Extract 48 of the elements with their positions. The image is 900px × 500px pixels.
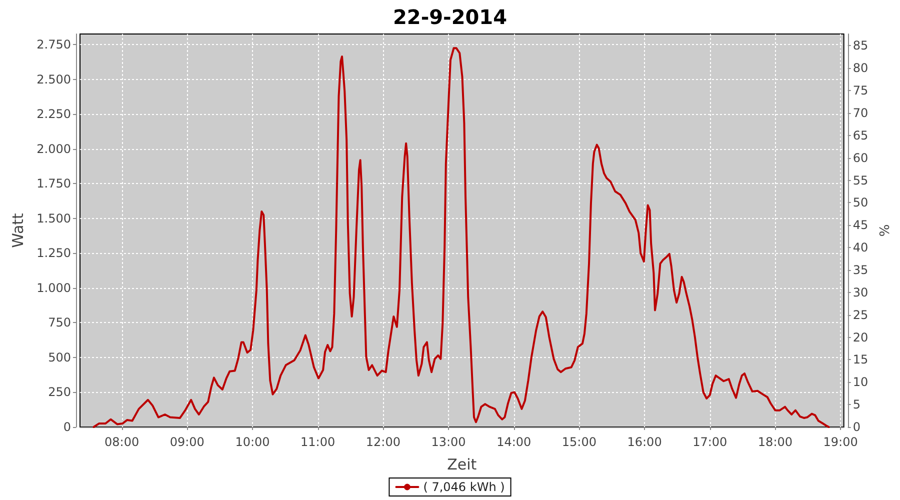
x-tick-label: 18:00: [758, 435, 793, 449]
y2-tick-label: 20: [852, 330, 868, 344]
y2-tick-label: 5: [852, 398, 860, 412]
y-tick-label: 1.500: [36, 211, 71, 226]
x-tick-label: 11:00: [300, 435, 336, 449]
x-tick-label: 10:00: [235, 435, 270, 449]
y-tick-label: 250: [48, 385, 71, 400]
x-tick-label: 15:00: [562, 435, 596, 449]
x-tick-label: 16:00: [627, 435, 662, 449]
x-tick-label: 14:00: [496, 435, 532, 449]
x-tick-label: 09:00: [170, 435, 204, 449]
y2-tick-label: 50: [852, 196, 868, 210]
y2-tick-label: 60: [852, 150, 868, 165]
x-tick-label: 12:00: [366, 435, 400, 449]
y2-tick-label: 30: [852, 285, 868, 300]
y2-tick-label: 65: [852, 128, 868, 142]
y-tick-label: 1.750: [36, 176, 71, 191]
x-tick-label: 17:00: [692, 435, 728, 449]
y-tick-label: 1.250: [36, 246, 71, 260]
y2-tick-label: 0: [852, 420, 860, 434]
y-tick-label: 750: [48, 316, 71, 330]
y-tick-label: 2.500: [36, 72, 71, 86]
y2-tick-label: 10: [852, 375, 868, 390]
x-tick-label: 08:00: [104, 435, 140, 449]
legend-label: ( 7,046 kWh ): [423, 480, 505, 494]
y2-axis-title: %: [878, 224, 893, 237]
x-tick-label: 13:00: [431, 435, 466, 449]
y-tick-label: 2.250: [36, 107, 71, 122]
line-series: [92, 47, 830, 428]
y2-tick-label: 55: [852, 173, 868, 188]
y-tick-label: 2.750: [36, 38, 71, 52]
x-axis-title: Zeit: [447, 456, 477, 474]
y-tick-label: 2.000: [36, 142, 71, 156]
chart-title: 22-9-2014: [392, 5, 508, 29]
y2-tick-label: 85: [852, 38, 868, 53]
y-tick-label: 0: [63, 420, 71, 434]
y2-tick-label: 15: [852, 352, 868, 367]
y2-tick-label: 45: [852, 218, 868, 232]
y-tick-label: 1.000: [36, 280, 71, 295]
y2-tick-label: 80: [852, 61, 868, 76]
y2-tick-label: 75: [852, 84, 868, 98]
y2-tick-label: 35: [852, 262, 868, 277]
y-tick-label: 500: [48, 350, 71, 364]
y2-tick-label: 40: [852, 240, 868, 255]
y2-tick-label: 25: [852, 308, 868, 322]
x-tick-label: 19:00: [823, 435, 858, 449]
y-axis-title: Watt: [9, 212, 28, 248]
y2-tick-label: 70: [852, 106, 868, 120]
